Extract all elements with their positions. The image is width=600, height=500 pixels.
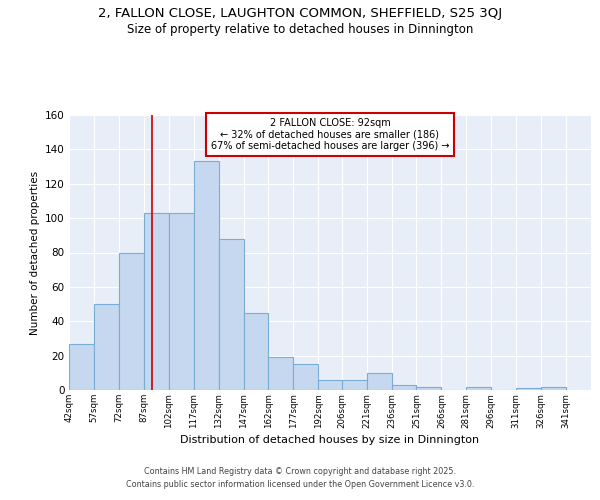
Bar (293, 364, 319, 390)
Bar (244, 312, 268, 390)
Bar (218, 239, 244, 390)
Bar (516, 388, 541, 390)
Bar (319, 380, 343, 390)
Bar (541, 386, 566, 390)
Bar (119, 252, 144, 390)
Bar (367, 373, 392, 390)
Bar (416, 386, 442, 390)
Bar (94, 304, 119, 390)
Bar (194, 162, 218, 390)
Bar (392, 385, 416, 390)
Bar (144, 213, 169, 390)
Text: Contains public sector information licensed under the Open Government Licence v3: Contains public sector information licen… (126, 480, 474, 489)
X-axis label: Distribution of detached houses by size in Dinnington: Distribution of detached houses by size … (181, 434, 479, 444)
Text: 2, FALLON CLOSE, LAUGHTON COMMON, SHEFFIELD, S25 3QJ: 2, FALLON CLOSE, LAUGHTON COMMON, SHEFFI… (98, 8, 502, 20)
Bar (69, 344, 94, 390)
Bar (466, 386, 491, 390)
Y-axis label: Number of detached properties: Number of detached properties (29, 170, 40, 334)
Bar (268, 358, 293, 390)
Text: Size of property relative to detached houses in Dinnington: Size of property relative to detached ho… (127, 22, 473, 36)
Text: Contains HM Land Registry data © Crown copyright and database right 2025.: Contains HM Land Registry data © Crown c… (144, 467, 456, 476)
Bar (341, 380, 367, 390)
Bar (169, 213, 194, 390)
Text: 2 FALLON CLOSE: 92sqm
← 32% of detached houses are smaller (186)
67% of semi-det: 2 FALLON CLOSE: 92sqm ← 32% of detached … (211, 118, 449, 151)
